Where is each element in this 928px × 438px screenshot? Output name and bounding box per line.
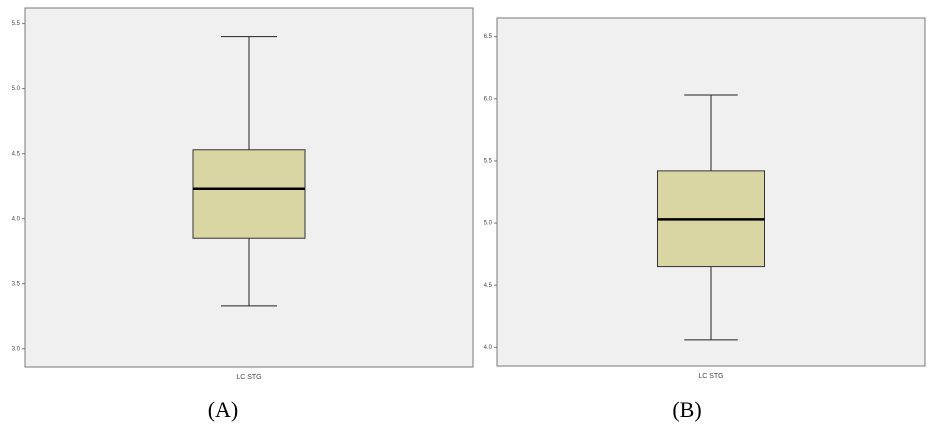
caption: (A) bbox=[208, 397, 239, 422]
y-tick-label: 6.5 bbox=[484, 34, 493, 40]
y-tick-label: 5.0 bbox=[12, 86, 21, 92]
y-tick-label: 4.5 bbox=[484, 283, 493, 289]
y-tick-label: 3.0 bbox=[12, 346, 21, 352]
y-tick-label: 5.5 bbox=[484, 159, 493, 165]
y-tick-label: 5.5 bbox=[12, 21, 21, 27]
y-tick-label: 5.0 bbox=[484, 221, 493, 227]
x-tick-label: LC STG bbox=[236, 374, 261, 381]
caption: (B) bbox=[672, 397, 701, 422]
box bbox=[192, 149, 306, 239]
y-tick-label: 4.0 bbox=[484, 345, 493, 351]
y-tick-label: 6.0 bbox=[484, 96, 493, 102]
x-tick-label: LC STG bbox=[698, 373, 723, 380]
y-tick-label: 4.5 bbox=[12, 151, 21, 157]
y-tick-label: 3.5 bbox=[12, 281, 21, 287]
y-tick-label: 4.0 bbox=[12, 216, 21, 222]
